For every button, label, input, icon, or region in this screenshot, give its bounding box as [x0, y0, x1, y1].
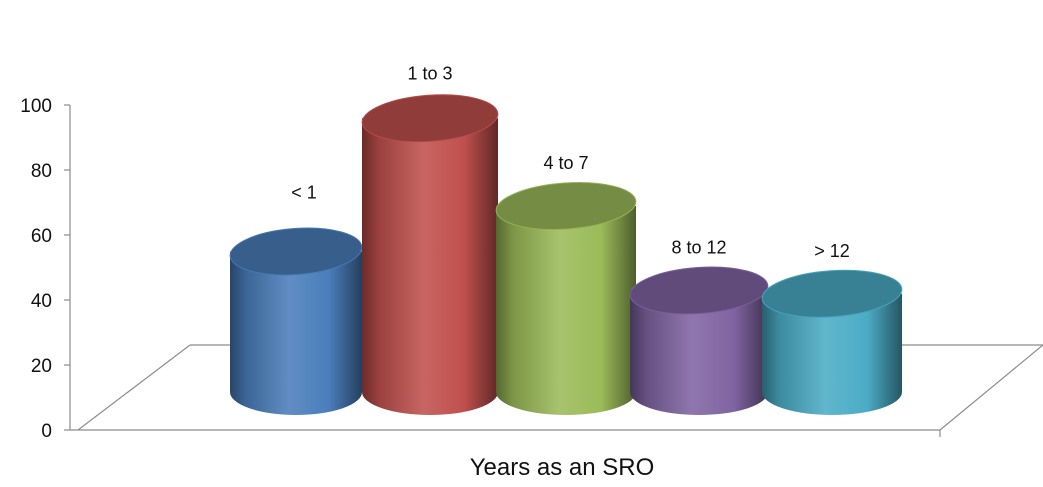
floor-right-edge	[939, 344, 1043, 431]
y-tick-label: 100	[20, 96, 52, 117]
bar-body	[762, 293, 902, 415]
x-axis-title: Years as an SRO	[470, 454, 655, 481]
bars-group	[229, 94, 903, 415]
data-labels-group: < 1 1 to 3 4 to 7 8 to 12 > 12	[291, 63, 850, 261]
bar-5	[761, 269, 903, 415]
bar-4	[629, 266, 769, 415]
y-tick-label: 60	[31, 226, 52, 247]
bar-3	[495, 182, 637, 415]
bar-2	[361, 94, 499, 415]
y-axis: 0 20 40 60 80 100	[20, 96, 70, 442]
data-label: 4 to 7	[543, 153, 588, 173]
y-tick-label: 40	[31, 291, 52, 312]
bar-top-cap	[361, 94, 499, 143]
y-tick-label: 80	[31, 161, 52, 182]
data-label: 8 to 12	[671, 238, 726, 258]
floor-left-edge	[77, 344, 191, 431]
bar-top-cap	[229, 227, 363, 276]
y-tick-label: 20	[31, 356, 52, 377]
data-label: < 1	[291, 183, 317, 203]
y-tick-label: 0	[41, 421, 52, 442]
bar-top-cap	[629, 266, 769, 315]
bar-body	[496, 206, 636, 415]
bar-body	[362, 118, 498, 415]
bar-body	[630, 290, 768, 415]
bar-body	[230, 251, 362, 415]
data-label: 1 to 3	[407, 63, 452, 83]
chart-floor-frame	[69, 105, 1043, 437]
data-label: > 12	[814, 241, 850, 261]
bar-top-cap	[761, 269, 903, 318]
bar-top-cap	[495, 182, 637, 230]
bar-1	[229, 227, 363, 415]
